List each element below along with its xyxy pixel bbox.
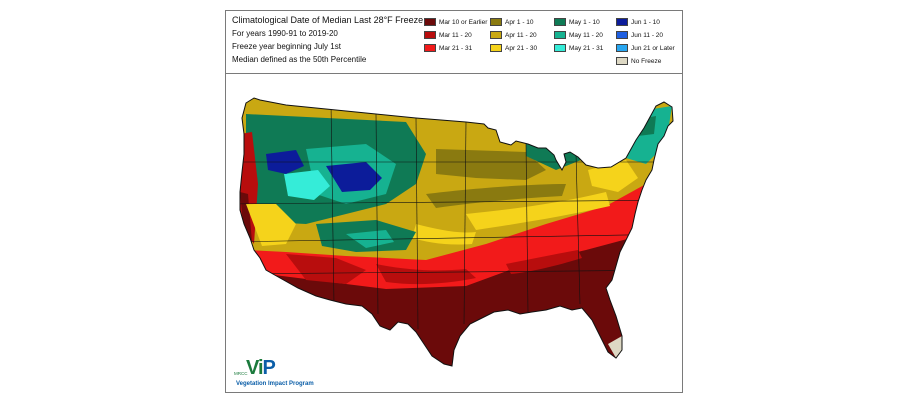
legend-swatch bbox=[490, 18, 502, 26]
legend: Mar 10 or Earlier Mar 11 - 20 Mar 21 - 31 A… bbox=[424, 16, 680, 72]
legend-swatch bbox=[554, 44, 566, 52]
legend-swatch bbox=[616, 57, 628, 65]
legend-swatch bbox=[616, 44, 628, 52]
logo-org: MRCC bbox=[234, 371, 248, 376]
legend-label: Mar 10 or Earlier bbox=[439, 18, 488, 26]
vip-logo: MRCC ViP Vegetation Impact Program bbox=[234, 357, 334, 393]
legend-swatch bbox=[490, 44, 502, 52]
legend-swatch bbox=[554, 18, 566, 26]
median-note: Median defined as the 50th Percentile bbox=[232, 55, 367, 64]
legend-label: Apr 21 - 30 bbox=[505, 44, 538, 52]
legend-item: Apr 1 - 10 bbox=[490, 17, 534, 27]
legend-item: No Freeze bbox=[616, 56, 661, 66]
map-title: Climatological Date of Median Last 28°F … bbox=[232, 15, 424, 25]
legend-item: Mar 11 - 20 bbox=[424, 30, 472, 40]
legend-label: May 11 - 20 bbox=[569, 31, 603, 39]
legend-item: May 1 - 10 bbox=[554, 17, 600, 27]
legend-label: Mar 11 - 20 bbox=[439, 31, 472, 39]
logo-mark: ViP bbox=[246, 357, 276, 379]
legend-label: No Freeze bbox=[631, 57, 662, 65]
us-freeze-map bbox=[226, 74, 682, 392]
legend-label: Jun 1 - 10 bbox=[631, 18, 660, 26]
legend-item: Apr 11 - 20 bbox=[490, 30, 537, 40]
legend-label: May 1 - 10 bbox=[569, 18, 600, 26]
legend-item: Jun 11 - 20 bbox=[616, 30, 663, 40]
legend-item: May 11 - 20 bbox=[554, 30, 603, 40]
legend-swatch bbox=[616, 18, 628, 26]
legend-swatch bbox=[616, 31, 628, 39]
legend-swatch bbox=[490, 31, 502, 39]
map-period: For years 1990-91 to 2019-20 bbox=[232, 29, 338, 38]
legend-item: Mar 21 - 31 bbox=[424, 43, 472, 53]
legend-item: Apr 21 - 30 bbox=[490, 43, 537, 53]
legend-item: Jun 21 or Later bbox=[616, 43, 675, 53]
legend-label: Jun 21 or Later bbox=[631, 44, 675, 52]
logo-program-name: Vegetation Impact Program bbox=[236, 381, 314, 387]
header-divider bbox=[226, 73, 682, 74]
legend-label: Mar 21 - 31 bbox=[439, 44, 473, 52]
legend-item: May 21 - 31 bbox=[554, 43, 603, 53]
legend-label: Apr 11 - 20 bbox=[505, 31, 537, 39]
legend-label: Apr 1 - 10 bbox=[505, 18, 534, 26]
legend-swatch bbox=[554, 31, 566, 39]
legend-label: May 21 - 31 bbox=[569, 44, 604, 52]
freeze-year-note: Freeze year beginning July 1st bbox=[232, 42, 341, 51]
legend-item: Jun 1 - 10 bbox=[616, 17, 660, 27]
map-figure: Climatological Date of Median Last 28°F … bbox=[225, 10, 683, 393]
legend-item: Mar 10 or Earlier bbox=[424, 17, 487, 27]
legend-swatch bbox=[424, 31, 436, 39]
legend-swatch bbox=[424, 44, 436, 52]
legend-label: Jun 11 - 20 bbox=[631, 31, 664, 39]
legend-swatch bbox=[424, 18, 436, 26]
